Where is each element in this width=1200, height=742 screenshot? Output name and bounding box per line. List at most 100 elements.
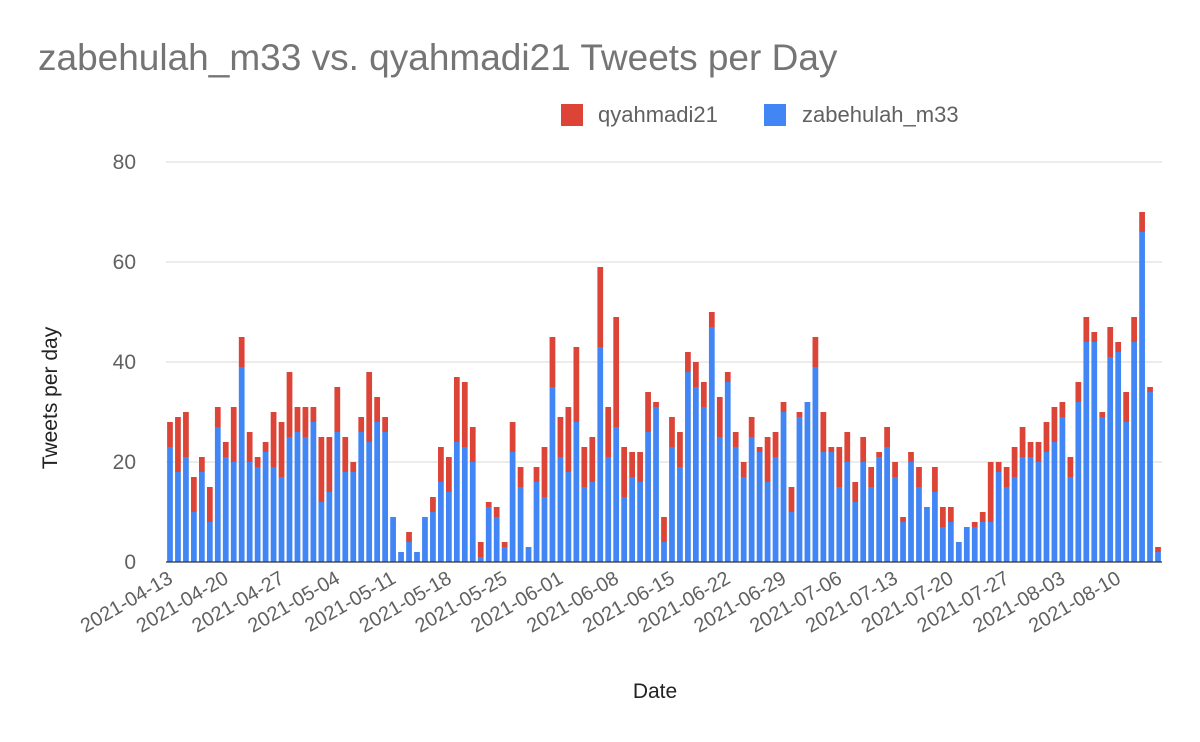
bar-zabehulah-m33 (238, 367, 245, 562)
y-axis-ticks: 0 20 40 60 80 (113, 151, 136, 574)
bar-zabehulah-m33 (708, 327, 715, 562)
bar-qyahmadi21 (940, 507, 946, 527)
bar-qyahmadi21 (597, 267, 604, 347)
bar-qyahmadi21 (820, 412, 827, 452)
bar-zabehulah-m33 (940, 527, 946, 562)
bar-zabehulah-m33 (493, 517, 500, 562)
bar-qyahmadi21 (374, 397, 381, 422)
y-tick-label: 40 (113, 351, 136, 374)
bar-qyahmadi21 (549, 337, 556, 387)
bar-qyahmadi21 (183, 412, 189, 457)
bar-qyahmadi21 (812, 337, 819, 367)
bar-qyahmadi21 (517, 467, 524, 487)
bar-zabehulah-m33 (963, 527, 970, 562)
bar-zabehulah-m33 (230, 462, 237, 562)
bar-zabehulah-m33 (772, 457, 779, 562)
bar-qyahmadi21 (167, 422, 173, 447)
bar-zabehulah-m33 (183, 457, 189, 562)
bar-zabehulah-m33 (533, 482, 540, 562)
bar-zabehulah-m33 (796, 417, 803, 562)
bar-zabehulah-m33 (334, 432, 341, 562)
bar-qyahmadi21 (1099, 412, 1106, 417)
bar-zabehulah-m33 (955, 542, 962, 562)
bar-qyahmadi21 (884, 427, 890, 447)
bar-zabehulah-m33 (565, 472, 572, 562)
bar-zabehulah-m33 (541, 497, 548, 562)
bar-zabehulah-m33 (947, 522, 954, 562)
bar-zabehulah-m33 (589, 482, 596, 562)
bar-zabehulah-m33 (597, 347, 604, 562)
bar-qyahmadi21 (1067, 457, 1074, 477)
bar-zabehulah-m33 (1123, 422, 1130, 562)
bar-qyahmadi21 (708, 312, 715, 327)
bar-zabehulah-m33 (501, 547, 508, 562)
bar-zabehulah-m33 (732, 447, 739, 562)
bar-qyahmadi21 (350, 462, 357, 472)
bar-zabehulah-m33 (716, 437, 723, 562)
bar-qyahmadi21 (270, 412, 277, 467)
bar-qyahmadi21 (876, 452, 883, 457)
bar-qyahmadi21 (852, 482, 859, 502)
legend-label-qyahmadi21: qyahmadi21 (598, 102, 718, 127)
bar-zabehulah-m33 (995, 472, 1002, 562)
bar-zabehulah-m33 (908, 462, 914, 562)
bar-zabehulah-m33 (1147, 392, 1153, 562)
y-tick-label: 20 (113, 451, 136, 474)
bar-zabehulah-m33 (876, 457, 883, 562)
bar-qyahmadi21 (334, 387, 341, 432)
bar-qyahmadi21 (358, 417, 365, 432)
x-axis-title: Date (633, 680, 677, 703)
bar-qyahmadi21 (1131, 317, 1137, 342)
bar-zabehulah-m33 (1075, 402, 1082, 562)
bar-qyahmadi21 (621, 447, 628, 497)
bar-zabehulah-m33 (398, 552, 404, 562)
bars (167, 212, 1161, 562)
bar-qyahmadi21 (294, 407, 301, 432)
bar-zabehulah-m33 (1003, 487, 1010, 562)
bar-qyahmadi21 (645, 392, 651, 432)
bar-qyahmadi21 (573, 347, 580, 422)
bar-qyahmadi21 (1019, 427, 1026, 457)
bar-qyahmadi21 (605, 407, 612, 457)
bar-zabehulah-m33 (382, 432, 388, 562)
bar-zabehulah-m33 (836, 487, 843, 562)
bar-qyahmadi21 (565, 407, 572, 472)
bar-zabehulah-m33 (932, 492, 938, 562)
legend-swatch-qyahmadi21 (561, 104, 583, 126)
y-tick-label: 0 (124, 551, 136, 574)
bar-qyahmadi21 (947, 507, 954, 522)
bar-qyahmadi21 (979, 512, 986, 522)
bar-zabehulah-m33 (748, 437, 755, 562)
bar-qyahmadi21 (868, 467, 875, 487)
bar-zabehulah-m33 (1115, 352, 1122, 562)
bar-qyahmadi21 (1139, 212, 1145, 232)
bar-qyahmadi21 (278, 422, 285, 477)
y-axis-title: Tweets per day (39, 326, 62, 469)
bar-zabehulah-m33 (1083, 342, 1090, 562)
bar-zabehulah-m33 (645, 432, 651, 562)
bar-qyahmadi21 (310, 407, 317, 422)
bar-zabehulah-m33 (661, 542, 667, 562)
bar-qyahmadi21 (469, 427, 476, 462)
bar-zabehulah-m33 (828, 452, 835, 562)
bar-zabehulah-m33 (868, 487, 875, 562)
bar-qyahmadi21 (836, 447, 843, 487)
bar-qyahmadi21 (438, 447, 444, 482)
bar-zabehulah-m33 (1107, 357, 1114, 562)
bar-qyahmadi21 (732, 432, 739, 447)
bar-zabehulah-m33 (1139, 232, 1145, 562)
bar-qyahmadi21 (501, 542, 508, 547)
bar-zabehulah-m33 (270, 467, 277, 562)
bar-qyahmadi21 (693, 362, 699, 387)
bar-qyahmadi21 (509, 422, 516, 452)
bar-zabehulah-m33 (254, 467, 261, 562)
bar-qyahmadi21 (900, 517, 906, 522)
bar-qyahmadi21 (764, 437, 771, 482)
bar-qyahmadi21 (453, 377, 460, 442)
bar-zabehulah-m33 (214, 427, 221, 562)
bar-zabehulah-m33 (477, 557, 484, 562)
bar-qyahmadi21 (262, 442, 269, 452)
bar-qyahmadi21 (214, 407, 221, 427)
bar-qyahmadi21 (908, 452, 914, 462)
